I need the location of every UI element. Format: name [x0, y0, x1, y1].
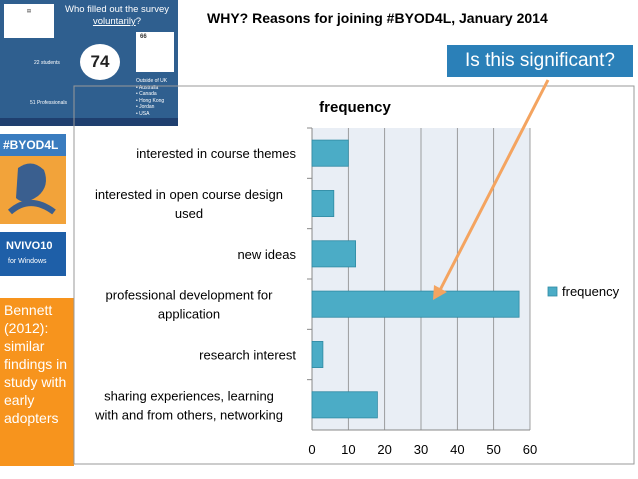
- chart-frame: [73, 85, 635, 465]
- x-tick-label: 60: [523, 442, 537, 457]
- legend-swatch: [547, 286, 558, 297]
- uk-map-icon: 66: [136, 32, 174, 72]
- bar: [311, 290, 520, 318]
- bar: [311, 139, 349, 167]
- callout-arrow: [436, 79, 550, 295]
- chart-title: frequency: [319, 99, 391, 116]
- x-tick-label: 20: [377, 442, 391, 457]
- bar: [311, 391, 378, 419]
- professionals-label: 51 Professionals: [30, 100, 67, 106]
- x-tick-label: 40: [450, 442, 464, 457]
- nvivo-label: NVIVO10: [6, 240, 53, 252]
- callout-arrowhead: [433, 285, 447, 300]
- survey-paper-icon: ▤: [4, 4, 54, 38]
- byod4l-label: #BYOD4L: [0, 134, 66, 156]
- bar: [311, 190, 335, 217]
- significance-callout: Is this significant?: [447, 45, 633, 77]
- byod4l-figure-icon: [7, 163, 56, 215]
- byod4l-thumbnail: #BYOD4L: [0, 134, 66, 224]
- slide-title: WHY? Reasons for joining #BYOD4L, Januar…: [207, 10, 548, 26]
- survey-count-circle: 74: [80, 44, 120, 80]
- category-label: new ideas: [237, 247, 296, 262]
- legend-label: frequency: [562, 284, 620, 299]
- thumbnail-band: [0, 118, 178, 126]
- bar: [311, 240, 356, 268]
- category-label: interested in course themes: [136, 146, 296, 161]
- nvivo-sub: for Windows: [8, 258, 47, 265]
- nvivo-thumbnail: NVIVO10 for Windows: [0, 232, 66, 276]
- category-label: interested in open course design used: [95, 187, 283, 221]
- outside-uk-block: Outside of UK • Australia • Canada • Hon…: [136, 78, 168, 117]
- students-label: 22 students: [34, 60, 60, 66]
- bar: [311, 341, 324, 368]
- category-label: research interest: [199, 348, 296, 363]
- x-tick-label: 30: [414, 442, 428, 457]
- bennett-note: Bennett (2012): similar findings in stud…: [0, 298, 74, 466]
- x-tick-label: 10: [341, 442, 355, 457]
- survey-thumbnail: ▤ Who filled out the survey voluntarily?…: [0, 0, 178, 126]
- x-tick-label: 0: [308, 442, 315, 457]
- category-label: sharing experiences, learning with and fr…: [94, 388, 283, 422]
- category-label: professional development for application: [106, 288, 274, 322]
- survey-thumbnail-title: Who filled out the survey voluntarily?: [64, 4, 170, 27]
- x-tick-label: 50: [486, 442, 500, 457]
